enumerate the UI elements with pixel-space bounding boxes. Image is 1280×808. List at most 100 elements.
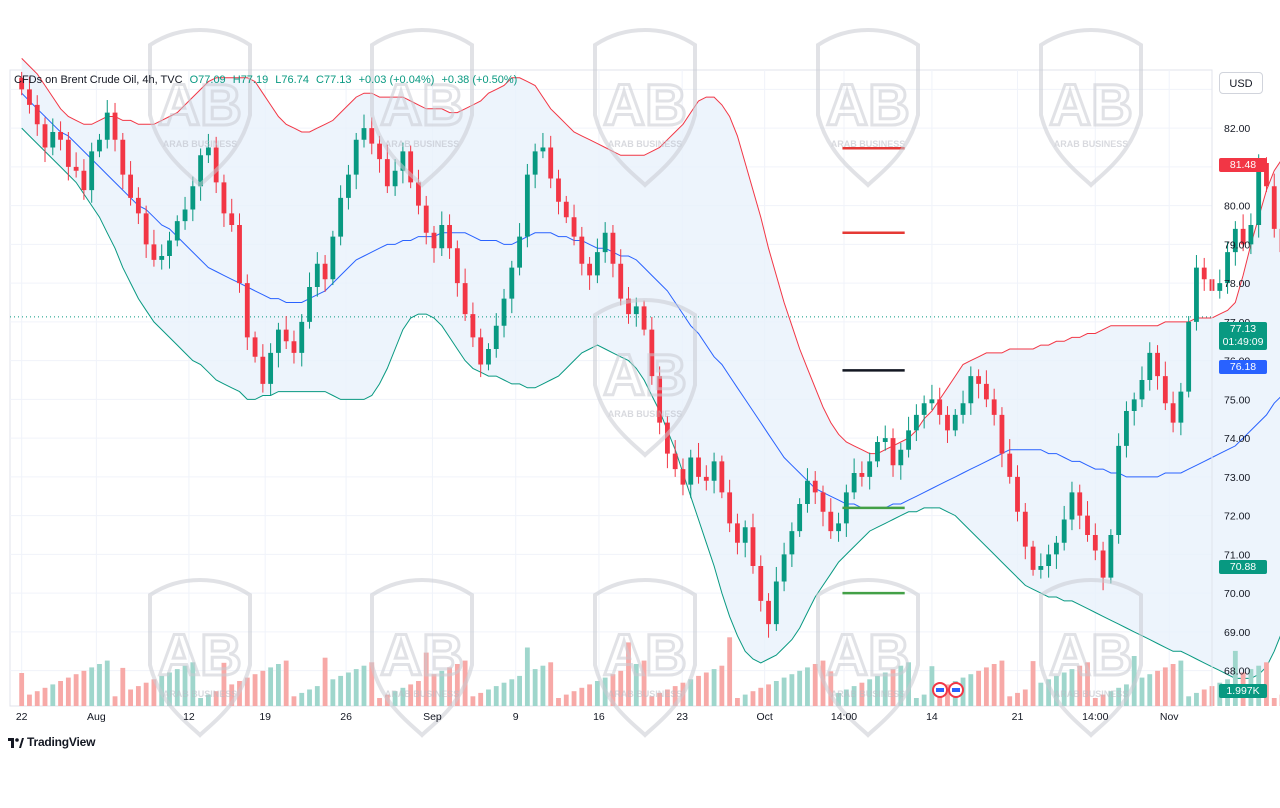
- volume-bar: [517, 676, 522, 706]
- volume-bar: [494, 686, 499, 706]
- candle-body: [237, 225, 242, 283]
- candle[interactable]: [525, 164, 530, 247]
- volume-bar: [976, 671, 981, 706]
- candle-body: [35, 105, 40, 124]
- volume-bar: [486, 690, 491, 707]
- volume-bar: [1186, 696, 1191, 706]
- candle-body: [852, 473, 857, 492]
- candle-body: [564, 202, 569, 218]
- flag-stripe-icon: [936, 688, 944, 692]
- candle-body: [1217, 283, 1222, 291]
- candle-body: [992, 399, 997, 415]
- candle[interactable]: [797, 498, 802, 537]
- open-value: O77.09: [190, 74, 226, 86]
- currency-button[interactable]: USD: [1219, 72, 1263, 94]
- candle-body: [1000, 415, 1005, 454]
- candle-body: [1070, 492, 1075, 519]
- candle-body: [222, 182, 227, 213]
- candle-body: [642, 306, 647, 329]
- candle[interactable]: [1217, 270, 1222, 299]
- candle-body: [1077, 492, 1082, 515]
- candle-body: [152, 244, 157, 260]
- candle[interactable]: [237, 213, 242, 292]
- time-tick-label[interactable]: 19: [259, 711, 271, 723]
- candle-body: [183, 210, 188, 222]
- volume-bar: [509, 679, 514, 706]
- candle-body: [315, 264, 320, 287]
- candle-body: [1038, 566, 1043, 570]
- candle[interactable]: [408, 146, 413, 189]
- candle[interactable]: [1186, 316, 1191, 397]
- candle-body: [463, 283, 468, 314]
- basis-tag: 76.18: [1219, 360, 1267, 374]
- candle-body: [494, 326, 499, 349]
- volume-bar: [1178, 661, 1183, 706]
- time-tick-label[interactable]: Oct: [756, 711, 772, 723]
- candle-body: [867, 461, 872, 477]
- volume-bar: [1015, 693, 1020, 706]
- candle-body: [167, 241, 172, 257]
- high-value: H77.19: [233, 74, 268, 86]
- candle[interactable]: [1108, 529, 1113, 583]
- time-tick-label[interactable]: 21: [1012, 711, 1024, 723]
- candle[interactable]: [719, 456, 724, 499]
- time-tick-label[interactable]: 9: [513, 711, 519, 723]
- candle-body: [681, 469, 686, 485]
- change-value-2: +0.38 (+0.50%): [441, 74, 517, 86]
- countdown-value: 01:49:09: [1219, 336, 1267, 349]
- time-tick-label[interactable]: 14:00: [1082, 711, 1108, 723]
- time-tick-label[interactable]: Nov: [1160, 711, 1179, 723]
- candle-body: [58, 132, 63, 140]
- time-tick-label[interactable]: 14:00: [831, 711, 857, 723]
- brand-name: TradingView: [27, 735, 95, 749]
- volume-bar: [541, 666, 546, 706]
- volume-bar: [751, 691, 756, 706]
- candle-body: [797, 504, 802, 531]
- watermark-text: ARAB BUSINESS: [1054, 139, 1129, 149]
- volume-bar: [992, 664, 997, 706]
- candle-body: [338, 198, 343, 237]
- candle-body: [1140, 380, 1145, 399]
- candle-body: [299, 322, 304, 353]
- time-tick-label[interactable]: 22: [16, 711, 28, 723]
- candle-body: [136, 198, 141, 214]
- candle-body: [727, 492, 732, 523]
- tradingview-logo[interactable]: TradingView: [8, 735, 95, 749]
- time-tick-label[interactable]: 12: [183, 711, 195, 723]
- time-tick-label[interactable]: 14: [926, 711, 938, 723]
- time-tick-label[interactable]: Sep: [423, 711, 442, 723]
- candle[interactable]: [1116, 433, 1121, 543]
- candle[interactable]: [330, 231, 335, 285]
- volume-tag: 1.997K: [1219, 684, 1267, 698]
- volume-bar: [292, 696, 297, 706]
- time-tick-label[interactable]: 23: [676, 711, 688, 723]
- volume-bar: [758, 688, 763, 706]
- time-tick-label[interactable]: Aug: [87, 711, 106, 723]
- candle-body: [1132, 399, 1137, 411]
- candle-body: [362, 128, 367, 140]
- candle[interactable]: [1194, 255, 1199, 331]
- symbol-legend[interactable]: CFDs on Brent Crude Oil, 4h, TVC O77.09 …: [14, 74, 521, 86]
- candle-body: [541, 148, 546, 152]
- candle-body: [214, 148, 219, 183]
- time-tick-label[interactable]: 26: [340, 711, 352, 723]
- watermark-text: ARAB BUSINESS: [1054, 689, 1129, 699]
- volume-bar: [128, 690, 133, 707]
- volume-bar: [696, 676, 701, 706]
- candle[interactable]: [930, 385, 935, 410]
- price-tick-label: 79.00: [1224, 239, 1250, 251]
- time-tick-label[interactable]: 16: [593, 711, 605, 723]
- candle-body: [805, 481, 810, 504]
- volume-bar: [19, 673, 24, 706]
- candle-body: [704, 477, 709, 481]
- watermark-logo-icon: [818, 30, 918, 185]
- candle[interactable]: [883, 426, 888, 451]
- candle[interactable]: [665, 416, 670, 468]
- candle-body: [307, 287, 312, 322]
- candle-body: [175, 221, 180, 240]
- watermark-shield: ARAB BUSINESS: [1041, 30, 1141, 185]
- candle[interactable]: [1202, 258, 1207, 291]
- candle-body: [789, 531, 794, 554]
